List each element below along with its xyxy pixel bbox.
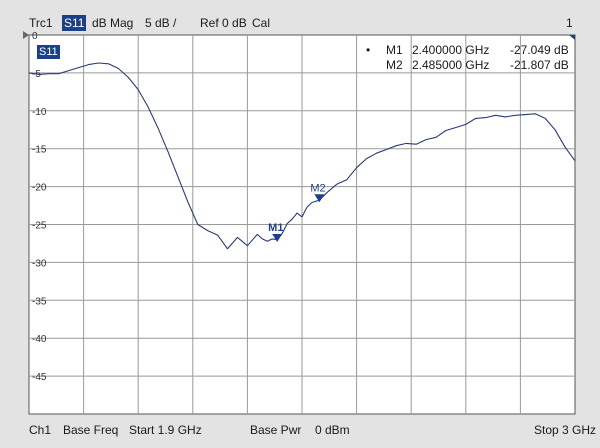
marker-triangle-icon bbox=[272, 234, 283, 243]
marker-name: M1 bbox=[386, 43, 403, 57]
power-value-label[interactable]: 0 dBm bbox=[315, 423, 350, 437]
base-power-label[interactable]: Base Pwr bbox=[250, 423, 302, 437]
channel-number-label: 1 bbox=[566, 16, 573, 30]
y-tick-label: -45 bbox=[32, 372, 47, 383]
channel-label[interactable]: Ch1 bbox=[29, 423, 52, 437]
trace-badge[interactable]: S11 bbox=[37, 45, 60, 59]
reference-level-icon bbox=[23, 31, 29, 39]
y-tick-label: -40 bbox=[32, 334, 47, 345]
channel-corner-icon bbox=[569, 35, 575, 40]
marker-triangle-icon bbox=[314, 194, 325, 203]
marker-frequency: 2.485000 GHz bbox=[412, 58, 490, 72]
y-tick-label: 0 bbox=[32, 31, 38, 42]
trace-reference-label[interactable]: Ref 0 dB bbox=[200, 16, 247, 30]
trace-scale-label[interactable]: 5 dB / bbox=[145, 16, 177, 30]
marker-value: -27.049 dB bbox=[510, 43, 569, 57]
trace-line-s11 bbox=[28, 62, 576, 250]
stop-frequency-label[interactable]: Stop 3 GHz bbox=[534, 423, 597, 437]
marker-value: -21.807 dB bbox=[510, 58, 569, 72]
base-freq-label[interactable]: Base Freq bbox=[63, 423, 119, 437]
y-tick-label: -10 bbox=[32, 107, 47, 118]
y-tick-label: -25 bbox=[32, 221, 47, 232]
marker-name: M2 bbox=[386, 58, 403, 72]
trace-parameter-label[interactable]: S11 bbox=[62, 15, 87, 31]
trace-format-label[interactable]: dB Mag bbox=[92, 16, 134, 30]
marker-label: M1 bbox=[268, 222, 283, 234]
marker-label: M2 bbox=[310, 182, 325, 194]
y-tick-label: -30 bbox=[32, 258, 47, 269]
start-frequency-label[interactable]: Start 1.9 GHz bbox=[129, 423, 202, 437]
y-tick-label: -35 bbox=[32, 296, 47, 307]
y-tick-label: -15 bbox=[32, 145, 47, 156]
trace-id-label[interactable]: Trc1 bbox=[29, 16, 53, 30]
marker-frequency: 2.400000 GHz bbox=[412, 43, 490, 57]
y-tick-label: -20 bbox=[32, 183, 47, 194]
calibration-label[interactable]: Cal bbox=[252, 16, 271, 30]
active-marker-dot: • bbox=[366, 43, 371, 57]
